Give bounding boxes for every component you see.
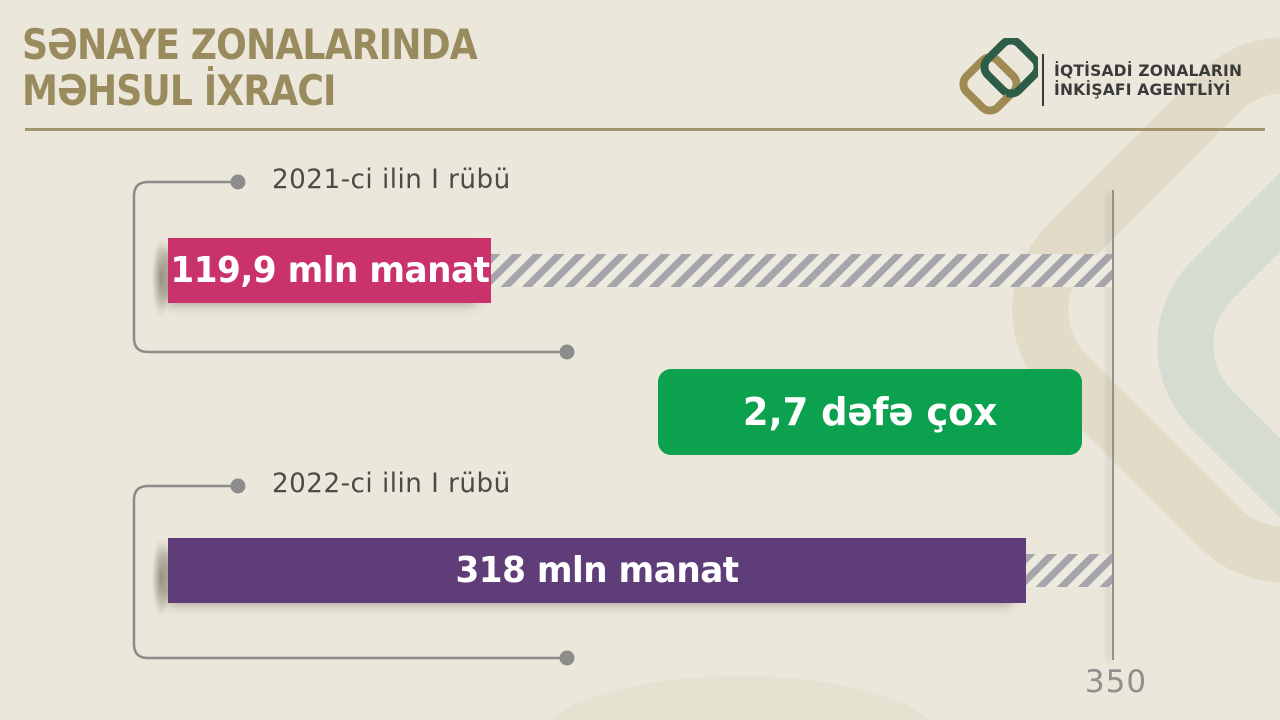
bar-2021-value: 119,9 mln manat <box>169 250 490 291</box>
logo-divider <box>1042 54 1044 106</box>
axis-max-line <box>1112 190 1114 660</box>
dot-2021-top <box>230 174 246 190</box>
page-title: SƏNAYE ZONALARINDA MƏHSUL İXRACI <box>22 20 478 115</box>
dot-2021-bottom <box>559 344 575 360</box>
page-title-line1: SƏNAYE ZONALARINDA <box>22 20 478 69</box>
agency-name: İQTİSADİ ZONALARIN İNKİŞAFI AGENTLİYİ <box>1054 61 1242 99</box>
category-label-2021: 2021-ci ilin I rübü <box>272 164 511 195</box>
ratio-badge-label: 2,7 dəfə çox <box>742 390 998 434</box>
ratio-badge: 2,7 dəfə çox <box>658 369 1082 455</box>
bar-2021-hatch-extension <box>491 254 1112 287</box>
agency-logo: İQTİSADİ ZONALARIN İNKİŞAFI AGENTLİYİ <box>950 38 1248 122</box>
bracket-2021 <box>132 180 562 354</box>
bar-2021: 119,9 mln manat <box>168 238 491 303</box>
agency-logo-mark <box>959 38 1038 115</box>
bar-2022-value: 318 mln manat <box>455 550 739 591</box>
bracket-2022 <box>132 484 562 660</box>
title-underline <box>25 128 1265 131</box>
bar-2022-hatch-extension <box>1026 554 1112 587</box>
agency-name-line2: İNKİŞAFI AGENTLİYİ <box>1054 80 1231 99</box>
axis-max-label: 350 <box>1084 664 1148 700</box>
dot-2022-bottom <box>559 650 575 666</box>
dot-2022-top <box>230 478 246 494</box>
bar-2022: 318 mln manat <box>168 538 1026 603</box>
page-title-line2: MƏHSUL İXRACI <box>22 66 336 115</box>
category-label-2022: 2022-ci ilin I rübü <box>272 468 511 499</box>
agency-name-line1: İQTİSADİ ZONALARIN <box>1054 61 1243 80</box>
